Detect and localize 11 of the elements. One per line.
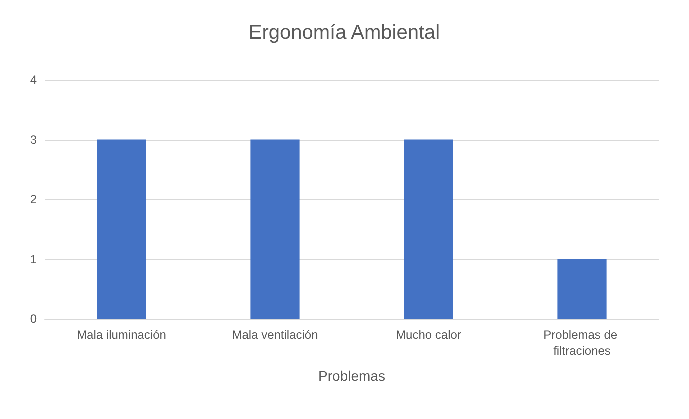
chart-title: Ergonomía Ambiental	[248, 22, 440, 44]
x-tick-label: Problemas de filtraciones	[544, 328, 621, 358]
y-tick-label: 4	[30, 73, 38, 87]
x-tick-label: Mucho calor	[396, 328, 462, 342]
x-tick-label: Mala ventilación	[232, 328, 318, 342]
x-tick-label: Mala iluminación	[77, 328, 166, 342]
y-tick-label: 1	[30, 252, 38, 266]
y-tick-label: 3	[30, 132, 38, 147]
x-axis-title: Problemas	[318, 368, 386, 384]
y-tick-label: 2	[30, 192, 38, 206]
y-tick-label: 0	[30, 312, 38, 326]
